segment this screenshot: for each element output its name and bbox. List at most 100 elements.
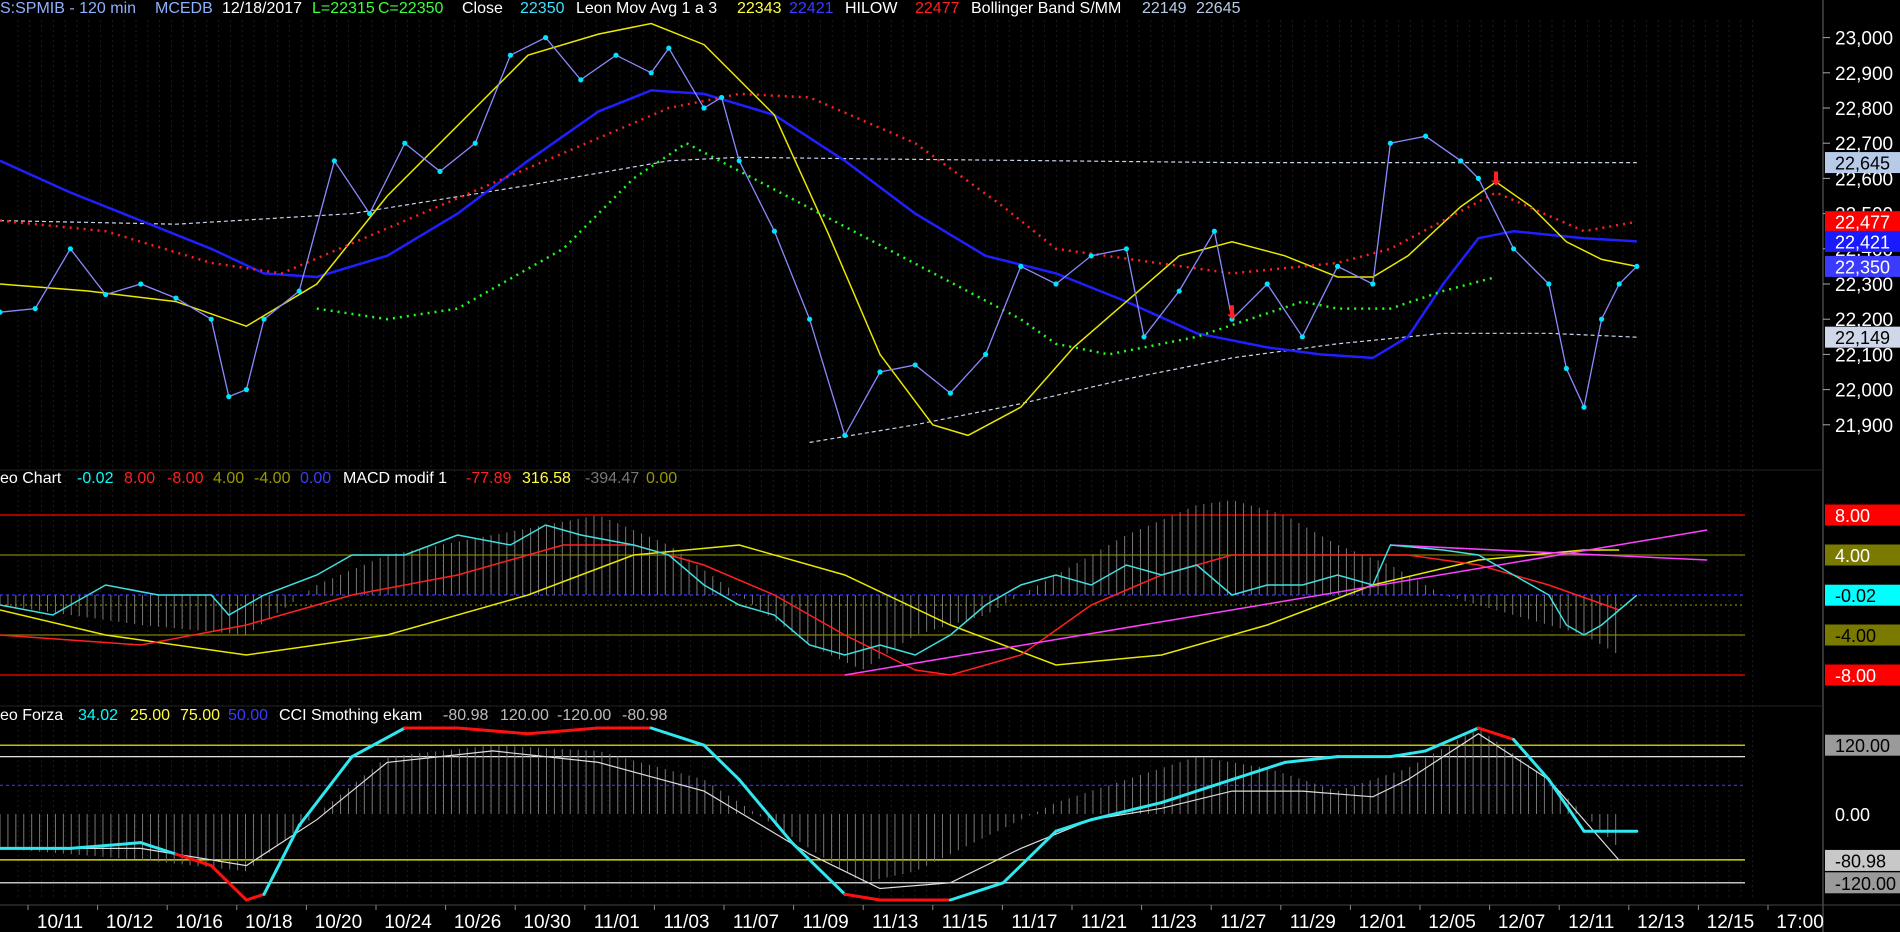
value-tag-box — [1825, 152, 1900, 174]
close-price-point — [367, 211, 373, 217]
macd-trendline-2 — [1390, 544, 1708, 561]
x-tick-label: 10/30 — [523, 912, 571, 932]
cci-main-segment — [526, 726, 600, 736]
close-price-point — [1423, 133, 1429, 139]
close-price-point — [67, 246, 73, 252]
cci-main-segment — [1230, 760, 1287, 782]
down-arrow-signal — [1491, 171, 1501, 186]
price-tick-label: 22,700 — [1835, 134, 1893, 155]
value-tag-label: 22,421 — [1835, 232, 1890, 252]
close-price-point — [472, 140, 478, 146]
header-low: L=22315 — [312, 0, 375, 17]
cci-header-v2: 75.00 — [180, 707, 220, 724]
macd-header-m2: 316.58 — [522, 470, 571, 487]
close-price-point — [613, 52, 619, 58]
value-tag-box — [1825, 872, 1900, 894]
cci-header: eo Forza 34.02 25.00 75.00 50.00 CCI Smo… — [0, 707, 667, 724]
x-tick-label: 10/16 — [175, 912, 223, 932]
value-tag-label: -8.00 — [1835, 666, 1876, 686]
value-tag-box — [1825, 664, 1900, 686]
x-tick-label: 11/03 — [663, 912, 709, 932]
macd-header-v5: 0.00 — [300, 470, 331, 487]
close-price-point — [1335, 263, 1341, 269]
vertical-gridlines — [17, 20, 1754, 900]
cci-header-v0: 34.02 — [78, 707, 118, 724]
cci-main-segment — [209, 864, 248, 902]
macd-header-v1: 8.00 — [124, 470, 155, 487]
close-price-point — [261, 316, 267, 322]
price-tick-label: 22,600 — [1835, 169, 1893, 190]
macd-header-m1: -77.89 — [466, 470, 511, 487]
cci-main-segment — [702, 743, 741, 782]
cci-main-segment — [948, 881, 1005, 902]
value-tag-box — [1825, 255, 1900, 277]
close-price-point — [1387, 140, 1393, 146]
close-price-point — [1123, 246, 1129, 252]
macd-header-v0: -0.02 — [77, 470, 114, 487]
down-arrow-signal — [1227, 305, 1237, 320]
close-price-point — [983, 351, 989, 357]
header-bb-value-2: 22645 — [1196, 0, 1241, 17]
cci-header-v1: 25.00 — [130, 707, 170, 724]
cci-main-segment — [456, 726, 530, 736]
price-tick-label: 22,900 — [1835, 64, 1893, 85]
value-tag-box — [1825, 544, 1900, 566]
close-price-point — [1264, 281, 1270, 287]
close-price-point — [1088, 253, 1094, 259]
macd-slow-line — [0, 544, 1620, 666]
value-tag-label: 22,149 — [1835, 328, 1890, 348]
cci-main-segment — [174, 852, 213, 868]
value-tag-box — [1825, 734, 1900, 756]
cci-main-segment — [1160, 778, 1234, 805]
x-tick-label: 12/11 — [1568, 912, 1614, 932]
close-price-point — [842, 432, 848, 438]
cci-main-segment — [649, 726, 706, 747]
value-tag-box — [1825, 849, 1900, 871]
macd-header-v3: 4.00 — [213, 470, 244, 487]
close-price-point — [1563, 365, 1569, 372]
close-price-point — [947, 390, 954, 396]
price-tick-label: 22,300 — [1835, 275, 1893, 296]
x-tick-label: 17:00 — [1776, 912, 1824, 932]
cci-header-c1: -80.98 — [443, 707, 488, 724]
value-tag-label: -4.00 — [1835, 626, 1876, 646]
close-price-point — [0, 309, 3, 315]
macd-trendline-1 — [844, 529, 1708, 676]
chart-series — [0, 22, 1708, 902]
header-symbol: S:SPMIB - 120 min — [0, 0, 136, 17]
price-header: S:SPMIB - 120 min MCEDB 12/18/2017 L=223… — [0, 0, 1241, 17]
price-tick-label: 22,200 — [1835, 310, 1893, 331]
close-price-point — [912, 362, 918, 368]
close-price-point — [243, 387, 249, 393]
macd-header-v2: -8.00 — [167, 470, 204, 487]
x-tick-label: 10/26 — [454, 912, 502, 932]
x-tick-label: 11/29 — [1290, 912, 1336, 932]
cci-header-c2: 120.00 — [500, 707, 549, 724]
bollinger-lower-line — [809, 332, 1637, 443]
header-close-label: Close — [462, 0, 503, 17]
cci-main-segment — [1547, 778, 1586, 833]
x-tick-label: 11/09 — [803, 912, 849, 932]
value-tag-label: -0.02 — [1835, 586, 1876, 606]
close-price-point — [1211, 228, 1217, 234]
cci-main-segment — [1054, 818, 1093, 833]
cci-header-c4: -80.98 — [622, 707, 667, 724]
price-tick-label: 23,000 — [1835, 29, 1893, 50]
close-price-point — [1616, 281, 1622, 287]
header-ma-value-1: 22343 — [737, 0, 782, 17]
x-tick-label: 11/15 — [942, 912, 988, 932]
cci-main-segment — [139, 841, 178, 856]
cci-main-segment — [297, 755, 354, 827]
close-price-point — [701, 105, 707, 111]
close-price-point — [1018, 263, 1024, 269]
close-price-point — [1053, 281, 1059, 287]
close-price-point — [437, 168, 443, 174]
cci-main-segment — [790, 841, 847, 896]
value-tag-label: 0.00 — [1835, 805, 1870, 825]
price-tick-label: 21,900 — [1835, 416, 1893, 437]
close-price-point — [666, 45, 672, 51]
macd-main-line — [0, 524, 1638, 656]
value-tag-label: 120.00 — [1835, 736, 1890, 756]
